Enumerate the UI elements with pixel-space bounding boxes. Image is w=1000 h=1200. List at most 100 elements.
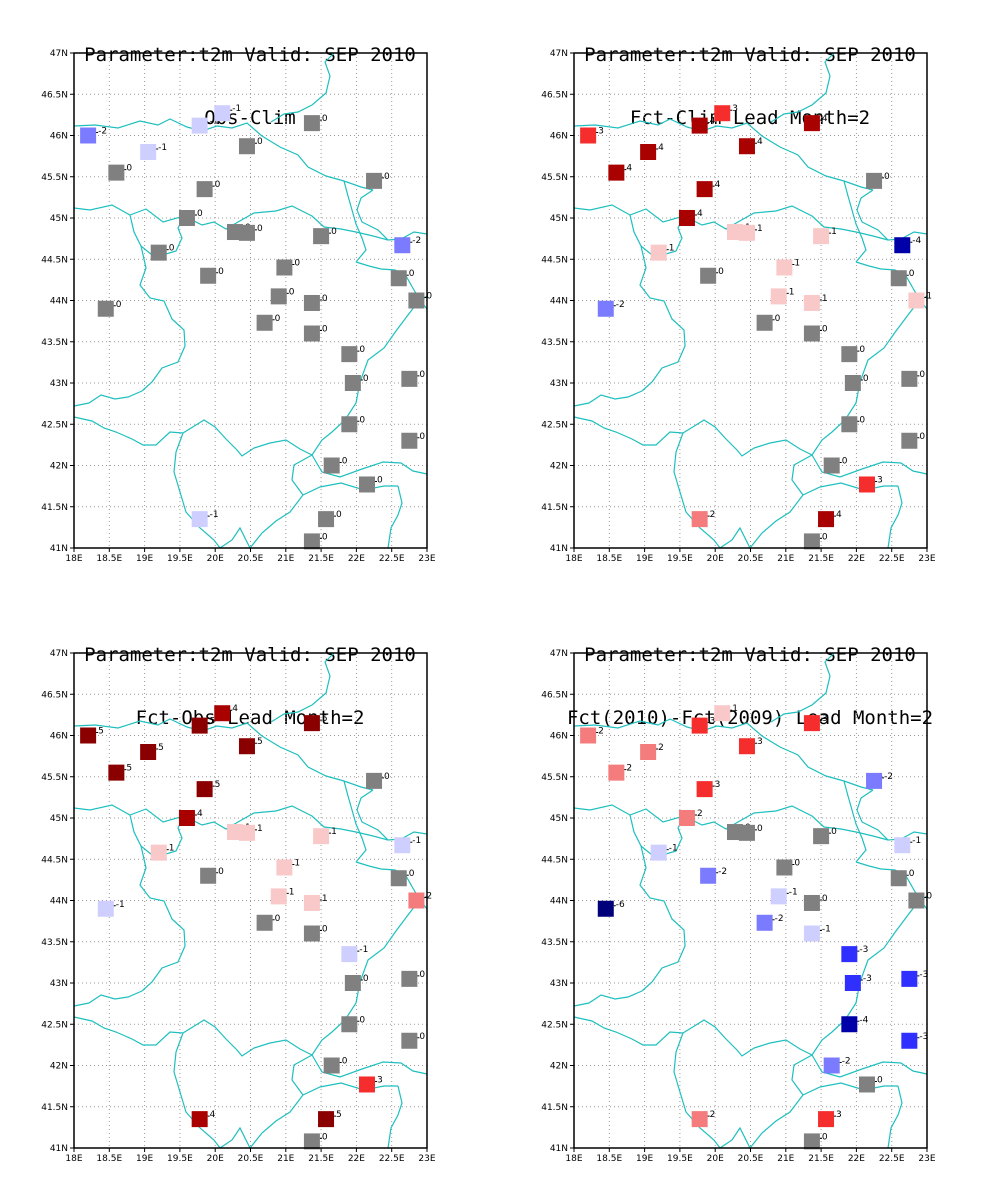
station-marker (580, 727, 597, 744)
station-marker (108, 164, 125, 181)
station-value-label: 0 (831, 827, 837, 837)
y-tick-label: 45N (50, 214, 68, 224)
station-value-label: 0 (336, 510, 342, 520)
y-tick-label: 42.5N (41, 420, 68, 430)
border-line (573, 718, 874, 791)
border-line (291, 1054, 313, 1096)
y-tick-label: 44N (550, 297, 568, 307)
border-line (673, 1032, 721, 1149)
station-marker (738, 824, 755, 841)
station-marker (256, 914, 273, 931)
station-marker (238, 224, 255, 241)
station-value-label: 0 (909, 869, 915, 879)
border-line (73, 118, 374, 191)
station-marker (238, 824, 255, 841)
country-borders (73, 52, 428, 549)
border-line (811, 295, 928, 456)
y-tick-label: 41.5N (541, 1103, 568, 1113)
gridlines (74, 53, 427, 548)
border-line (791, 1054, 813, 1096)
station-marker (344, 975, 361, 991)
station-marker (196, 181, 213, 198)
station-value-label: 2 (710, 510, 716, 520)
station-marker (803, 1133, 820, 1150)
border-line (219, 1126, 251, 1149)
x-tick-label: 21E (277, 554, 294, 564)
border-line (139, 845, 186, 992)
station-value-label: 0 (257, 137, 263, 147)
axes: 18E 18.5E 19E 19.5E 20E 20.5E 21E 21.5E 22E 22.5E… (41, 649, 436, 1164)
x-tick-label: 18.5E (96, 1154, 122, 1164)
station-value-label: -1 (232, 104, 241, 114)
station-marker (841, 946, 858, 963)
border-line (719, 526, 751, 549)
border-line (639, 845, 686, 992)
border-line (887, 1085, 903, 1149)
station-marker (408, 892, 425, 909)
y-tick-label: 41N (550, 544, 568, 554)
station-marker (691, 717, 708, 734)
y-tick-label: 46N (550, 732, 568, 742)
station-value-label: -2 (718, 867, 727, 877)
y-tick-label: 46.5N (541, 690, 568, 700)
border-line (749, 1094, 804, 1149)
station-marker (650, 244, 667, 261)
station-marker (226, 824, 243, 841)
y-tick-label: 47N (50, 49, 68, 59)
station-marker (358, 1076, 375, 1093)
station-marker (691, 1111, 708, 1128)
x-tick-label: 21.5E (808, 554, 834, 564)
y-tick-label: 41.5N (41, 503, 68, 513)
y-tick-label: 44.5N (41, 855, 68, 865)
station-value-label: 0 (275, 914, 281, 924)
x-tick-label: 19E (136, 554, 153, 564)
border-line (270, 652, 335, 723)
station-marker (358, 476, 375, 493)
y-tick-label: 45N (50, 814, 68, 824)
y-tick-label: 47N (550, 49, 568, 59)
station-marker (313, 228, 330, 245)
x-tick-label: 22E (348, 1154, 365, 1164)
station-value-label: -1 (210, 117, 219, 127)
station-marker (303, 715, 320, 732)
station-value-label: 2 (658, 743, 664, 753)
station-value-label: 0 (322, 114, 328, 124)
y-tick-label: 43.5N (541, 338, 568, 348)
border-line (356, 189, 428, 241)
x-tick-label: 20.5E (738, 554, 764, 564)
station-value-label: 1 (789, 287, 795, 297)
station-value-label: 0 (126, 164, 132, 174)
station-marker (866, 172, 883, 189)
station-marker (803, 294, 820, 311)
panel-obs-clim: Parameter:t2m Valid: SEP 2010 Obs-Clim -… (0, 0, 500, 600)
station-value-label: 0 (289, 287, 295, 297)
station-marker (394, 237, 411, 254)
station-map: -200-100-1-100-10000000000000000000-2000… (41, 49, 436, 564)
x-tick-label: 21E (777, 1154, 794, 1164)
y-tick-label: 45N (550, 814, 568, 824)
station-marker (901, 1032, 918, 1049)
station-value-label: 1 (926, 292, 932, 302)
station-value-label: 0 (363, 974, 369, 984)
station-marker (770, 288, 787, 305)
border-line (73, 416, 184, 446)
station-value-label: -1 (669, 844, 678, 854)
station-marker (366, 772, 383, 789)
station-marker (908, 892, 925, 909)
y-tick-label: 44.5N (41, 255, 68, 265)
station-marker (901, 432, 918, 449)
station-marker (401, 432, 418, 449)
station-marker (140, 744, 157, 760)
axes: 18E 18.5E 19E 19.5E 20E 20.5E 21E 21.5E 22E 22.5E… (41, 49, 436, 564)
y-tick-label: 46N (550, 132, 568, 142)
station-value-label: 0 (718, 267, 724, 277)
station-marker (818, 511, 835, 528)
x-tick-label: 20E (707, 554, 724, 564)
station-value-label: 5 (126, 764, 132, 774)
station-value-label: 0 (322, 294, 328, 304)
x-tick-label: 19.5E (667, 554, 693, 564)
border-line (856, 189, 928, 241)
y-tick-label: 46.5N (541, 90, 568, 100)
station-marker (738, 224, 755, 241)
